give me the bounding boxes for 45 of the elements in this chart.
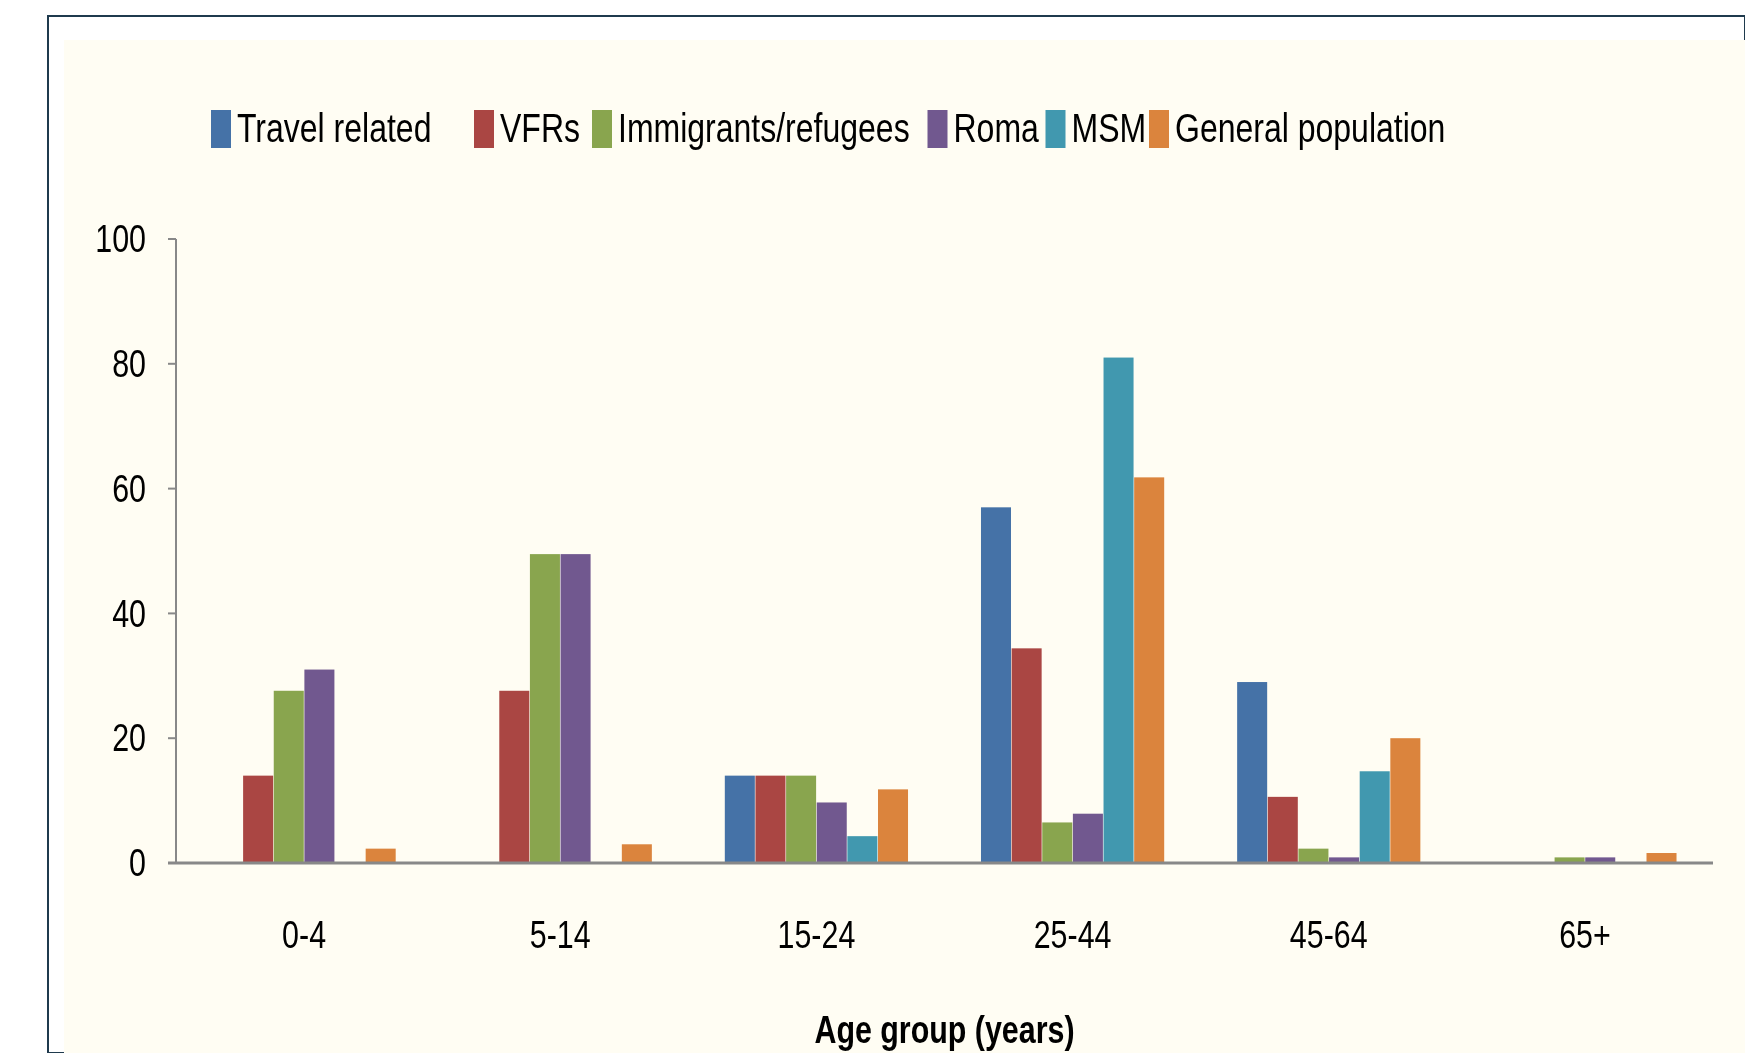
bar <box>273 690 304 863</box>
legend-label: Immigrants/refugees <box>618 105 910 151</box>
bar <box>847 836 878 863</box>
x-tick-label: 15-24 <box>777 913 856 956</box>
bar <box>786 775 817 863</box>
bar <box>1042 822 1073 863</box>
bar <box>1298 848 1329 863</box>
x-tick-label: 25-44 <box>1033 913 1112 956</box>
y-tick-label: 40 <box>112 592 146 635</box>
y-tick-label: 0 <box>129 842 146 885</box>
legend-label: VFRs <box>500 105 580 151</box>
bar <box>1237 682 1268 863</box>
x-tick-label: 0-4 <box>282 913 327 956</box>
bar <box>816 802 847 863</box>
bar <box>499 690 530 863</box>
bar <box>980 507 1011 863</box>
bar <box>1359 771 1390 863</box>
y-tick-label: 60 <box>112 467 146 510</box>
bar <box>621 844 652 863</box>
bar <box>560 554 591 863</box>
bar <box>1390 738 1421 863</box>
bar <box>1646 853 1677 863</box>
x-axis-title: Age group (years) <box>814 1008 1075 1051</box>
x-tick-label: 65+ <box>1559 913 1611 956</box>
bar <box>243 775 274 863</box>
legend-label: MSM <box>1071 105 1147 151</box>
bar <box>1103 357 1134 863</box>
legend-label: Travel related <box>237 105 432 151</box>
y-tick-label: 80 <box>112 342 146 385</box>
legend-label: Roma <box>953 105 1040 151</box>
bar <box>1134 477 1165 863</box>
x-tick-label: 45-64 <box>1289 913 1368 956</box>
bar <box>304 669 335 863</box>
bar <box>365 848 396 863</box>
bar <box>1011 648 1042 863</box>
legend-label: General population <box>1175 105 1446 151</box>
y-tick-label: 100 <box>95 218 146 261</box>
bar <box>755 775 786 863</box>
x-tick-label: 5-14 <box>529 913 591 956</box>
bar <box>878 789 909 863</box>
bar <box>529 554 560 863</box>
y-tick-label: 20 <box>112 717 146 760</box>
bar <box>1072 813 1103 863</box>
bar <box>1267 796 1298 863</box>
bar <box>724 775 755 863</box>
